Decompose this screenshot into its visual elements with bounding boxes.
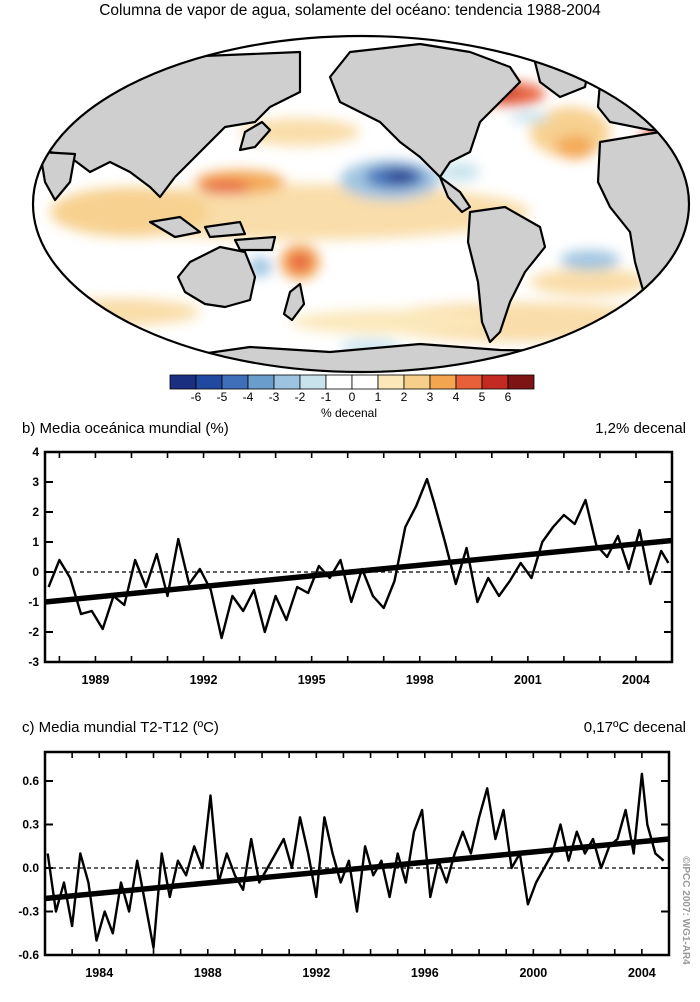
colorbar-swatch — [377, 374, 405, 390]
copyright-watermark: ©IPCC 2007: WG1-AR4 — [680, 856, 692, 965]
panel-c-xtick-label: 2000 — [519, 966, 547, 980]
panel-b-ytick-label: -1 — [28, 595, 39, 609]
water-vapor-trend-map — [31, 34, 691, 374]
panel-c-ytick-label: 0.0 — [22, 861, 39, 875]
panel-c-ytick-label: 0.6 — [22, 774, 39, 788]
panel-c-xtick-label: 1996 — [411, 966, 439, 980]
colorbar-tick: -2 — [295, 390, 306, 404]
colorbar-swatch — [221, 374, 249, 390]
colorbar-swatch — [247, 374, 275, 390]
panel-c-anomaly-series — [46, 772, 665, 950]
panel-b-anomaly-series — [47, 477, 670, 640]
panel-b-ytick-label: 4 — [32, 445, 39, 459]
panel-b-xtick-label: 1995 — [298, 673, 326, 687]
panel-b-trend: 1,2% decenal — [595, 420, 686, 437]
panel-c-title: c) Media mundial T2-T12 (ºC) — [22, 719, 219, 736]
colorbar-swatch — [169, 374, 197, 390]
panel-c-trend: 0,17ºC decenal — [583, 719, 686, 736]
panel-c-ytick-label: -0.3 — [18, 905, 39, 919]
colorbar-tick-labels: -6 -5 -4 -3 -2 -1 0 1 2 3 4 5 6 — [191, 390, 512, 404]
colorbar-tick: 3 — [427, 390, 434, 404]
colorbar-tick: -5 — [217, 390, 228, 404]
panel-b-xtick-label: 2001 — [514, 673, 542, 687]
colorbar-tick: 5 — [479, 390, 486, 404]
panel-b-plot-frame — [43, 450, 674, 664]
colorbar-swatch — [507, 374, 535, 390]
panel-c-chart: -0.6 -0.3 0.0 0.3 0.6 1984 1988 1992 1996 2000 200… — [18, 750, 671, 980]
colorbar-tick: -4 — [243, 390, 254, 404]
colorbar-unit-label: % decenal — [320, 406, 378, 420]
colorbar-tick: -1 — [321, 390, 332, 404]
colorbar-swatch — [429, 374, 457, 390]
colorbar-tick: 2 — [401, 390, 408, 404]
panel-b-ytick-label: 3 — [32, 475, 39, 489]
colorbar-swatch — [325, 374, 353, 390]
map-border — [31, 34, 691, 374]
colorbar-tick: -6 — [191, 390, 202, 404]
panel-c-xtick-label: 1992 — [302, 966, 330, 980]
colorbar-swatches — [169, 374, 535, 390]
colorbar-swatch — [481, 374, 509, 390]
map-ocean-field — [33, 36, 689, 372]
panel-b-xtick-label: 1998 — [406, 673, 434, 687]
colorbar-swatch — [273, 374, 301, 390]
panel-b-xtick-label: 1992 — [190, 673, 218, 687]
panel-b-ytick-label: 2 — [32, 505, 39, 519]
colorbar-swatch — [403, 374, 431, 390]
panel-c-ytick-label: -0.6 — [18, 948, 39, 962]
panel-c-xtick-label: 1984 — [85, 966, 113, 980]
colorbar-tick: 0 — [349, 390, 356, 404]
panel-b-ytick-label: -2 — [28, 625, 39, 639]
panel-b-trend-line — [44, 537, 673, 605]
colorbar-tick: 6 — [505, 390, 512, 404]
map-title: Columna de vapor de agua, solamente del … — [99, 2, 601, 19]
panel-c-xtick-label: 1988 — [194, 966, 222, 980]
colorbar-tick: 1 — [375, 390, 382, 404]
panel-c-xtick-label: 2004 — [628, 966, 656, 980]
colorbar-swatch — [299, 374, 327, 390]
panel-b-ytick-label: 0 — [32, 565, 39, 579]
panel-c-plot-frame — [43, 750, 671, 957]
panel-b-ytick-label: 1 — [32, 535, 39, 549]
panel-b-chart: -3 -2 -1 0 1 2 3 4 1989 1992 1995 1998 2001 2004 — [28, 445, 674, 687]
colorbar-swatch — [351, 374, 379, 390]
panel-b-title: b) Media oceánica mundial (%) — [22, 420, 229, 437]
panel-b-ytick-label: -3 — [28, 655, 39, 669]
panel-c-ytick-label: 0.3 — [22, 818, 39, 832]
colorbar-tick: -3 — [269, 390, 280, 404]
colorbar: -6 -5 -4 -3 -2 -1 0 1 2 3 4 5 6 — [169, 374, 535, 404]
colorbar-swatch — [195, 374, 223, 390]
panel-b-xtick-label: 1989 — [82, 673, 110, 687]
panel-b-xtick-label: 2004 — [622, 673, 650, 687]
panel-c-trend-line — [44, 836, 670, 902]
colorbar-swatch — [455, 374, 483, 390]
colorbar-tick: 4 — [453, 390, 460, 404]
